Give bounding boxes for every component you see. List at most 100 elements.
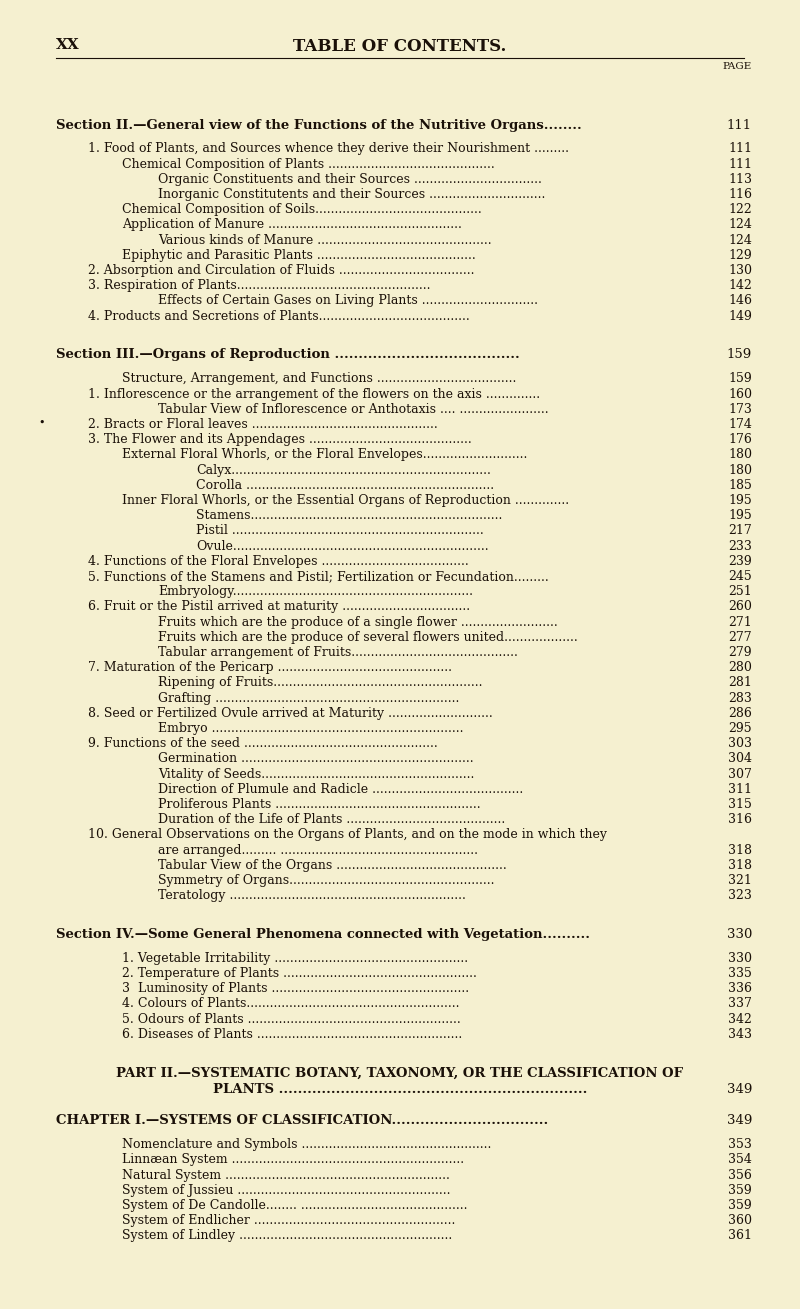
Text: 176: 176 <box>728 433 752 446</box>
Text: 159: 159 <box>726 348 752 361</box>
Text: Various kinds of Manure .............................................: Various kinds of Manure ................… <box>158 234 492 246</box>
Text: Embryology..............................................................: Embryology..............................… <box>158 585 473 598</box>
Text: 10. General Observations on the Organs of Plants, and on the mode in which they: 10. General Observations on the Organs o… <box>88 829 607 842</box>
Text: 321: 321 <box>728 874 752 888</box>
Text: CHAPTER I.—SYSTEMS OF CLASSIFICATION.................................: CHAPTER I.—SYSTEMS OF CLASSIFICATION....… <box>56 1114 548 1127</box>
Text: Inner Floral Whorls, or the Essential Organs of Reproduction ..............: Inner Floral Whorls, or the Essential Or… <box>122 493 569 507</box>
Text: 111: 111 <box>727 119 752 132</box>
Text: 195: 195 <box>728 493 752 507</box>
Text: 111: 111 <box>728 143 752 156</box>
Text: Chemical Composition of Plants ...........................................: Chemical Composition of Plants .........… <box>122 157 494 170</box>
Text: 361: 361 <box>728 1229 752 1242</box>
Text: TABLE OF CONTENTS.: TABLE OF CONTENTS. <box>294 38 506 55</box>
Text: Pistil .................................................................: Pistil .................................… <box>196 525 484 537</box>
Text: 2. Temperature of Plants ..................................................: 2. Temperature of Plants ...............… <box>122 967 477 980</box>
Text: Stamens.................................................................: Stamens.................................… <box>196 509 502 522</box>
Text: 5. Functions of the Stamens and Pistil; Fertilization or Fecundation.........: 5. Functions of the Stamens and Pistil; … <box>88 569 549 583</box>
Text: 318: 318 <box>728 843 752 856</box>
Text: 279: 279 <box>728 645 752 658</box>
Text: Corolla ................................................................: Corolla ................................… <box>196 479 494 492</box>
Text: Organic Constituents and their Sources .................................: Organic Constituents and their Sources .… <box>158 173 542 186</box>
Text: Epiphytic and Parasitic Plants .........................................: Epiphytic and Parasitic Plants .........… <box>122 249 476 262</box>
Text: 337: 337 <box>728 997 752 1011</box>
Text: Proliferous Plants .....................................................: Proliferous Plants .....................… <box>158 798 481 810</box>
Text: Fruits which are the produce of a single flower .........................: Fruits which are the produce of a single… <box>158 615 558 628</box>
Text: 130: 130 <box>728 264 752 278</box>
Text: 122: 122 <box>728 203 752 216</box>
Text: Tabular arrangement of Fruits...........................................: Tabular arrangement of Fruits...........… <box>158 645 518 658</box>
Text: 113: 113 <box>728 173 752 186</box>
Text: 7. Maturation of the Pericarp .............................................: 7. Maturation of the Pericarp ..........… <box>88 661 452 674</box>
Text: Direction of Plumule and Radicle .......................................: Direction of Plumule and Radicle .......… <box>158 783 523 796</box>
Text: 217: 217 <box>728 525 752 537</box>
Text: System of De Candolle........ ...........................................: System of De Candolle........ ..........… <box>122 1199 467 1212</box>
Text: 295: 295 <box>728 723 752 734</box>
Text: 359: 359 <box>728 1199 752 1212</box>
Text: 180: 180 <box>728 448 752 461</box>
Text: 146: 146 <box>728 295 752 308</box>
Text: 149: 149 <box>728 310 752 322</box>
Text: 5. Odours of Plants .......................................................: 5. Odours of Plants ....................… <box>122 1013 461 1025</box>
Text: PART II.—SYSTEMATIC BOTANY, TAXONOMY, OR THE CLASSIFICATION OF: PART II.—SYSTEMATIC BOTANY, TAXONOMY, OR… <box>117 1067 683 1080</box>
Text: 354: 354 <box>728 1153 752 1166</box>
Text: 239: 239 <box>728 555 752 568</box>
Text: •: • <box>38 418 45 428</box>
Text: 173: 173 <box>728 403 752 416</box>
Text: 315: 315 <box>728 798 752 810</box>
Text: 174: 174 <box>728 418 752 431</box>
Text: 353: 353 <box>728 1139 752 1151</box>
Text: 116: 116 <box>728 188 752 202</box>
Text: 342: 342 <box>728 1013 752 1025</box>
Text: 304: 304 <box>728 753 752 766</box>
Text: 280: 280 <box>728 661 752 674</box>
Text: 160: 160 <box>728 387 752 401</box>
Text: System of Endlicher ....................................................: System of Endlicher ....................… <box>122 1215 455 1228</box>
Text: 180: 180 <box>728 463 752 476</box>
Text: 323: 323 <box>728 889 752 902</box>
Text: External Floral Whorls, or the Floral Envelopes...........................: External Floral Whorls, or the Floral En… <box>122 448 527 461</box>
Text: 359: 359 <box>728 1183 752 1196</box>
Text: 2. Bracts or Floral leaves ................................................: 2. Bracts or Floral leaves .............… <box>88 418 438 431</box>
Text: 336: 336 <box>728 982 752 995</box>
Text: 8. Seed or Fertilized Ovule arrived at Maturity ...........................: 8. Seed or Fertilized Ovule arrived at M… <box>88 707 493 720</box>
Text: 283: 283 <box>728 691 752 704</box>
Text: 4. Colours of Plants.......................................................: 4. Colours of Plants....................… <box>122 997 459 1011</box>
Text: 111: 111 <box>728 157 752 170</box>
Text: 233: 233 <box>728 539 752 552</box>
Text: 1. Food of Plants, and Sources whence they derive their Nourishment .........: 1. Food of Plants, and Sources whence th… <box>88 143 569 156</box>
Text: Section IV.—Some General Phenomena connected with Vegetation..........: Section IV.—Some General Phenomena conne… <box>56 928 590 941</box>
Text: 6. Fruit or the Pistil arrived at maturity .................................: 6. Fruit or the Pistil arrived at maturi… <box>88 601 470 614</box>
Text: Fruits which are the produce of several flowers united...................: Fruits which are the produce of several … <box>158 631 578 644</box>
Text: Ovule..................................................................: Ovule...................................… <box>196 539 489 552</box>
Text: Germination ............................................................: Germination ............................… <box>158 753 474 766</box>
Text: 318: 318 <box>728 859 752 872</box>
Text: 4. Functions of the Floral Envelopes ......................................: 4. Functions of the Floral Envelopes ...… <box>88 555 469 568</box>
Text: 277: 277 <box>728 631 752 644</box>
Text: 349: 349 <box>726 1083 752 1096</box>
Text: Inorganic Constitutents and their Sources ..............................: Inorganic Constitutents and their Source… <box>158 188 546 202</box>
Text: 356: 356 <box>728 1169 752 1182</box>
Text: 9. Functions of the seed ..................................................: 9. Functions of the seed ...............… <box>88 737 438 750</box>
Text: 124: 124 <box>728 234 752 246</box>
Text: 159: 159 <box>728 372 752 385</box>
Text: System of Lindley .......................................................: System of Lindley ......................… <box>122 1229 452 1242</box>
Text: PAGE: PAGE <box>722 62 752 71</box>
Text: are arranged......... ...................................................: are arranged......... ..................… <box>158 843 478 856</box>
Text: 129: 129 <box>728 249 752 262</box>
Text: 349: 349 <box>726 1114 752 1127</box>
Text: Vitality of Seeds.......................................................: Vitality of Seeds.......................… <box>158 767 474 780</box>
Text: 1. Vegetable Irritability ..................................................: 1. Vegetable Irritability ..............… <box>122 952 468 965</box>
Text: 335: 335 <box>728 967 752 980</box>
Text: Chemical Composition of Soils...........................................: Chemical Composition of Soils...........… <box>122 203 482 216</box>
Text: Grafting ...............................................................: Grafting ...............................… <box>158 691 459 704</box>
Text: 343: 343 <box>728 1028 752 1041</box>
Text: 316: 316 <box>728 813 752 826</box>
Text: 124: 124 <box>728 219 752 232</box>
Text: 260: 260 <box>728 601 752 614</box>
Text: 330: 330 <box>726 928 752 941</box>
Text: Linnæan System ............................................................: Linnæan System .........................… <box>122 1153 464 1166</box>
Text: Application of Manure ..................................................: Application of Manure ..................… <box>122 219 462 232</box>
Text: 303: 303 <box>728 737 752 750</box>
Text: Duration of the Life of Plants .........................................: Duration of the Life of Plants .........… <box>158 813 506 826</box>
Text: 3. The Flower and its Appendages ..........................................: 3. The Flower and its Appendages .......… <box>88 433 472 446</box>
